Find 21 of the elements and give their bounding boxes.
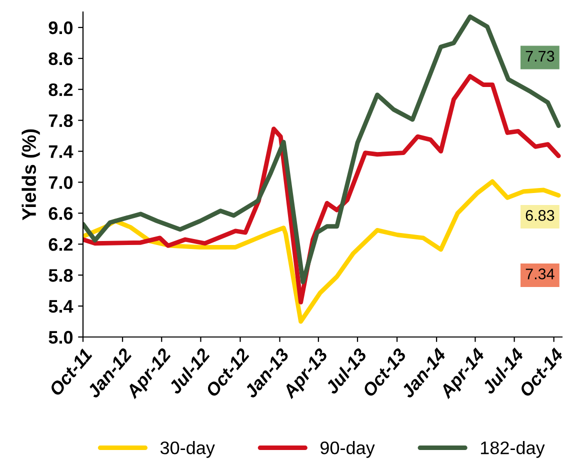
line-series: [83, 74, 561, 304]
y-tick-label: 7.4: [48, 145, 74, 158]
y-tick-label: 5.0: [48, 330, 73, 344]
legend-label: 90-day: [320, 441, 375, 458]
annotation: 7.73: [526, 50, 554, 62]
legend-label: 30-day: [160, 441, 215, 458]
y-tick-label: 6.6: [48, 207, 73, 220]
annotation: 7.34: [526, 268, 554, 280]
y-tick-label: 7.0: [48, 176, 73, 189]
legend-label: 182-day: [480, 441, 545, 458]
line-series: [83, 14, 561, 284]
y-tick-label: 5.8: [48, 269, 73, 282]
y-tick-label: 6.2: [48, 238, 73, 251]
y-tick-label: 7.8: [48, 114, 73, 128]
y-tick-label: 8.6: [48, 52, 73, 66]
line-series: [83, 179, 561, 324]
y-axis-title: Yields (%): [22, 129, 40, 220]
y-tick-label: 9.0: [48, 21, 73, 34]
annotation: 6.83: [526, 210, 554, 221]
y-tick-label: 8.2: [48, 83, 73, 96]
y-tick-label: 5.4: [48, 300, 74, 313]
